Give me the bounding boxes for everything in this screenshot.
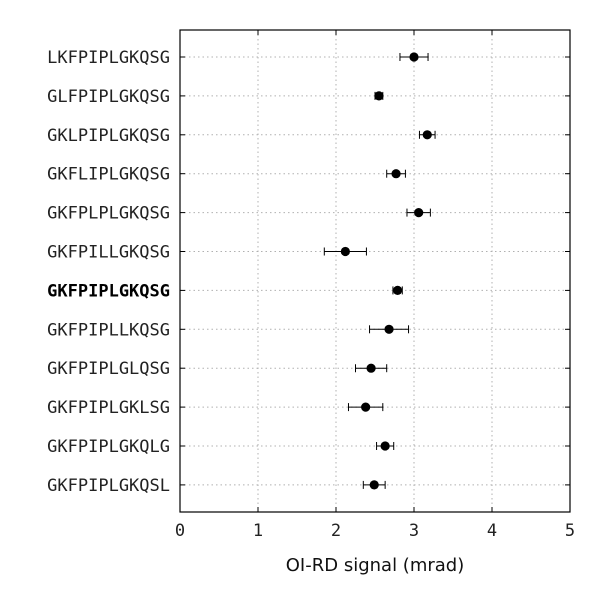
x-tick-label: 2 bbox=[331, 521, 341, 541]
y-axis-labels: LKFPIPLGKQSG GLFPIPLGKQSG GKLPIPLGKQSG GKFL… bbox=[47, 48, 170, 496]
data-point bbox=[422, 130, 432, 140]
category-label: GKFPILLGKQSG bbox=[47, 243, 170, 263]
category-label: GKFPIPLGKQLG bbox=[47, 437, 170, 457]
category-label: GKFPIPLLKQSG bbox=[47, 320, 170, 340]
x-tick-label: 5 bbox=[565, 521, 575, 541]
error-bars bbox=[323, 53, 436, 489]
category-label: GKFLIPLGKQSG bbox=[47, 165, 170, 185]
data-point bbox=[414, 208, 424, 218]
data-point bbox=[369, 480, 379, 490]
data-point bbox=[409, 52, 419, 62]
x-tick-label: 4 bbox=[487, 521, 497, 541]
data-point bbox=[391, 169, 401, 179]
x-tick-label: 1 bbox=[253, 521, 263, 541]
data-point bbox=[340, 246, 350, 257]
data-point bbox=[380, 441, 390, 451]
category-label: GKFPIPLGKQSL bbox=[47, 476, 170, 496]
data-points bbox=[340, 52, 432, 490]
category-label: LKFPIPLGKQSG bbox=[47, 48, 170, 68]
category-label: GKFPLPLGKQSG bbox=[47, 204, 170, 224]
category-label: GLFPIPLGKQSG bbox=[47, 87, 170, 107]
x-tick-label: 0 bbox=[175, 521, 185, 541]
category-label: GKLPIPLGKQSG bbox=[47, 126, 170, 146]
data-point bbox=[384, 324, 394, 334]
category-label: GKFPIPLGLQSG bbox=[47, 359, 170, 379]
data-point bbox=[361, 402, 371, 412]
plot-frame bbox=[179, 29, 571, 513]
data-point bbox=[393, 285, 403, 295]
data-point bbox=[366, 363, 376, 373]
x-axis-title: OI-RD signal (mrad) bbox=[286, 555, 464, 576]
category-label-highlighted: GKFPIPLGKQSG bbox=[47, 281, 170, 301]
data-point bbox=[374, 91, 384, 101]
x-tick-label: 3 bbox=[409, 521, 419, 541]
category-label: GKFPIPLGKLSG bbox=[47, 398, 170, 418]
x-axis-ticks: 0 1 2 3 4 5 bbox=[175, 30, 575, 541]
grid-lines bbox=[180, 30, 570, 512]
